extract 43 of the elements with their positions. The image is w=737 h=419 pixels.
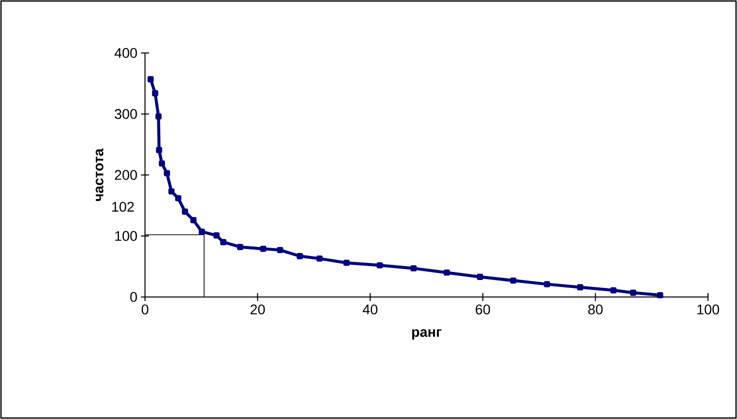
point <box>343 260 350 266</box>
point <box>168 188 175 195</box>
x-tick-label: 80 <box>588 304 603 314</box>
x-axis-title: ранг <box>412 329 442 340</box>
x-tick-label: 100 <box>697 304 720 314</box>
x-tick-label: 40 <box>362 304 378 314</box>
point <box>198 228 205 235</box>
point <box>630 290 636 296</box>
point <box>156 146 162 154</box>
point <box>296 253 303 260</box>
point <box>213 232 220 238</box>
y-tick-label: 400 <box>114 48 137 58</box>
point <box>158 160 165 166</box>
y-tick-label: 200 <box>114 170 137 180</box>
point <box>190 217 197 224</box>
point <box>610 287 617 294</box>
x-tick-label: 20 <box>250 304 265 314</box>
point <box>657 292 664 298</box>
y-tick-label: 0 <box>130 292 137 302</box>
point <box>175 195 182 202</box>
point <box>164 170 170 176</box>
point <box>220 239 226 246</box>
point <box>182 208 188 215</box>
y-tick-label: 300 <box>114 109 137 119</box>
x-tick-label: 60 <box>476 304 490 314</box>
ref-line-label: 102 <box>112 202 134 212</box>
x-tick-label: 0 <box>142 304 148 314</box>
point <box>444 270 450 276</box>
point <box>260 246 266 252</box>
point <box>316 255 323 262</box>
point <box>510 277 516 284</box>
y-tick-label: 100 <box>115 231 137 241</box>
point <box>544 281 550 288</box>
point <box>152 90 158 96</box>
point <box>277 246 284 254</box>
point <box>476 274 484 280</box>
point <box>237 244 244 250</box>
y-axis-title: частота <box>96 148 104 201</box>
point <box>376 262 383 268</box>
point <box>577 284 584 290</box>
point <box>148 76 154 82</box>
point <box>155 113 162 120</box>
point <box>410 265 417 272</box>
